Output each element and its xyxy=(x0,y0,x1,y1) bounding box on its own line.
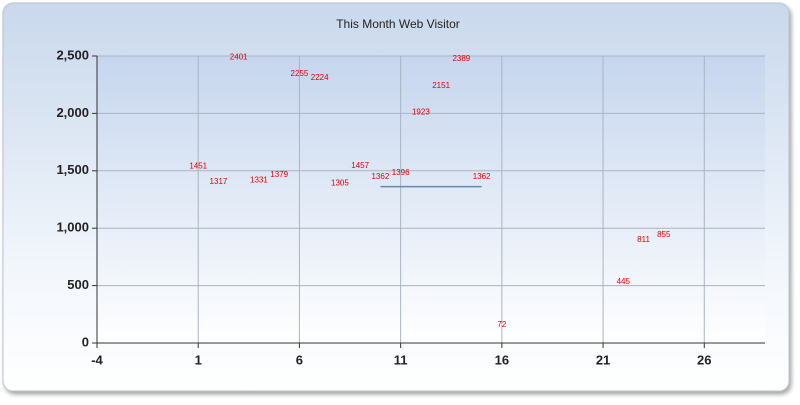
data-label: 2151 xyxy=(432,81,450,90)
y-tick-label: 1,000 xyxy=(56,220,89,235)
data-label: 2389 xyxy=(452,54,470,63)
data-label: 855 xyxy=(657,230,671,239)
data-label: 1317 xyxy=(210,177,228,186)
y-tick-label: 2,000 xyxy=(56,105,89,120)
data-label: 445 xyxy=(617,277,631,286)
x-tick-label: 1 xyxy=(195,352,202,367)
chart-title: This Month Web Visitor xyxy=(336,17,460,31)
x-tick-label: -4 xyxy=(91,352,103,367)
data-label: 1305 xyxy=(331,178,349,187)
data-label: 1331 xyxy=(250,175,268,184)
data-label: 1396 xyxy=(392,168,410,177)
y-tick-label: 1,500 xyxy=(56,162,89,177)
y-tick-label: 2,500 xyxy=(56,47,89,62)
x-tick-label: 21 xyxy=(596,352,610,367)
data-label: 1379 xyxy=(270,170,288,179)
data-label: 1362 xyxy=(473,172,491,181)
data-label: 1457 xyxy=(351,161,369,170)
x-tick-label: 6 xyxy=(296,352,303,367)
data-label: 2255 xyxy=(291,69,309,78)
y-tick-label: 500 xyxy=(67,277,89,292)
y-tick-label: 0 xyxy=(82,334,89,349)
plot-area xyxy=(97,56,765,343)
x-tick-label: 16 xyxy=(495,352,509,367)
data-label: 811 xyxy=(637,235,650,244)
data-label: 2401 xyxy=(230,52,248,61)
data-label: 1362 xyxy=(371,172,389,181)
data-label: 72 xyxy=(497,320,506,329)
x-tick-label: 11 xyxy=(394,352,408,367)
data-label: 1923 xyxy=(412,107,430,116)
x-tick-label: 26 xyxy=(697,352,711,367)
data-label: 2224 xyxy=(311,73,329,82)
data-label: 1451 xyxy=(189,162,207,171)
